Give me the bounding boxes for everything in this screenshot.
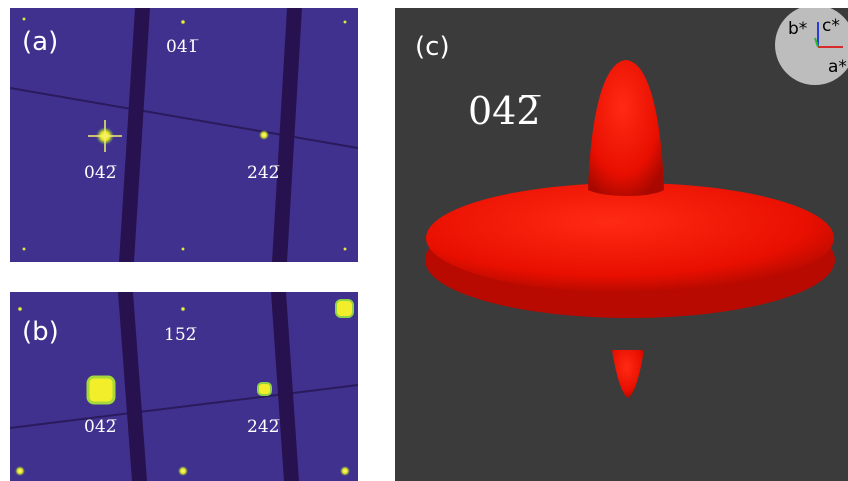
- spot: [340, 466, 350, 476]
- spot: [22, 17, 26, 21]
- panel-c: (c) 042̅ b* c* a*: [395, 5, 848, 481]
- spot: [343, 20, 347, 24]
- spot: [258, 383, 271, 395]
- panel-b: (b) 152̅ 042̅ 242̅: [10, 292, 358, 481]
- axis-label: a*: [828, 57, 847, 77]
- reflection-label: 152̅: [164, 325, 196, 345]
- panel-label: (b): [22, 317, 59, 347]
- spot: [181, 20, 186, 25]
- detector-background: [10, 292, 358, 481]
- figure: (a) 041̅ 042̅ 242̅ (b) 152̅ 042̅ 242̅: [0, 0, 848, 481]
- spot: [343, 247, 347, 251]
- spot: [259, 130, 269, 140]
- axis-label: b*: [788, 19, 807, 39]
- reflection-label: 242̅: [247, 417, 279, 437]
- reflection-label: 242̅: [247, 163, 279, 183]
- reflection-label: 042̅: [468, 89, 541, 133]
- panel-label: (c): [415, 32, 450, 62]
- spot: [88, 377, 114, 403]
- reflection-label: 042̅: [84, 163, 116, 183]
- page: (a) 041̅ 042̅ 242̅ (b) 152̅ 042̅ 242̅: [0, 0, 848, 481]
- spot: [178, 466, 188, 476]
- spot: [18, 307, 23, 312]
- spot: [22, 247, 26, 251]
- panel-a: (a) 041̅ 042̅ 242̅: [10, 8, 358, 262]
- spot: [181, 247, 185, 251]
- panel-label: (a): [22, 27, 58, 57]
- isosurface-disc: [426, 183, 834, 293]
- spot: [15, 466, 25, 476]
- spot: [336, 300, 353, 317]
- reflection-label: 041̅: [166, 37, 198, 57]
- axis-label: c*: [822, 16, 840, 36]
- spot: [181, 307, 186, 312]
- reflection-label: 042̅: [84, 417, 116, 437]
